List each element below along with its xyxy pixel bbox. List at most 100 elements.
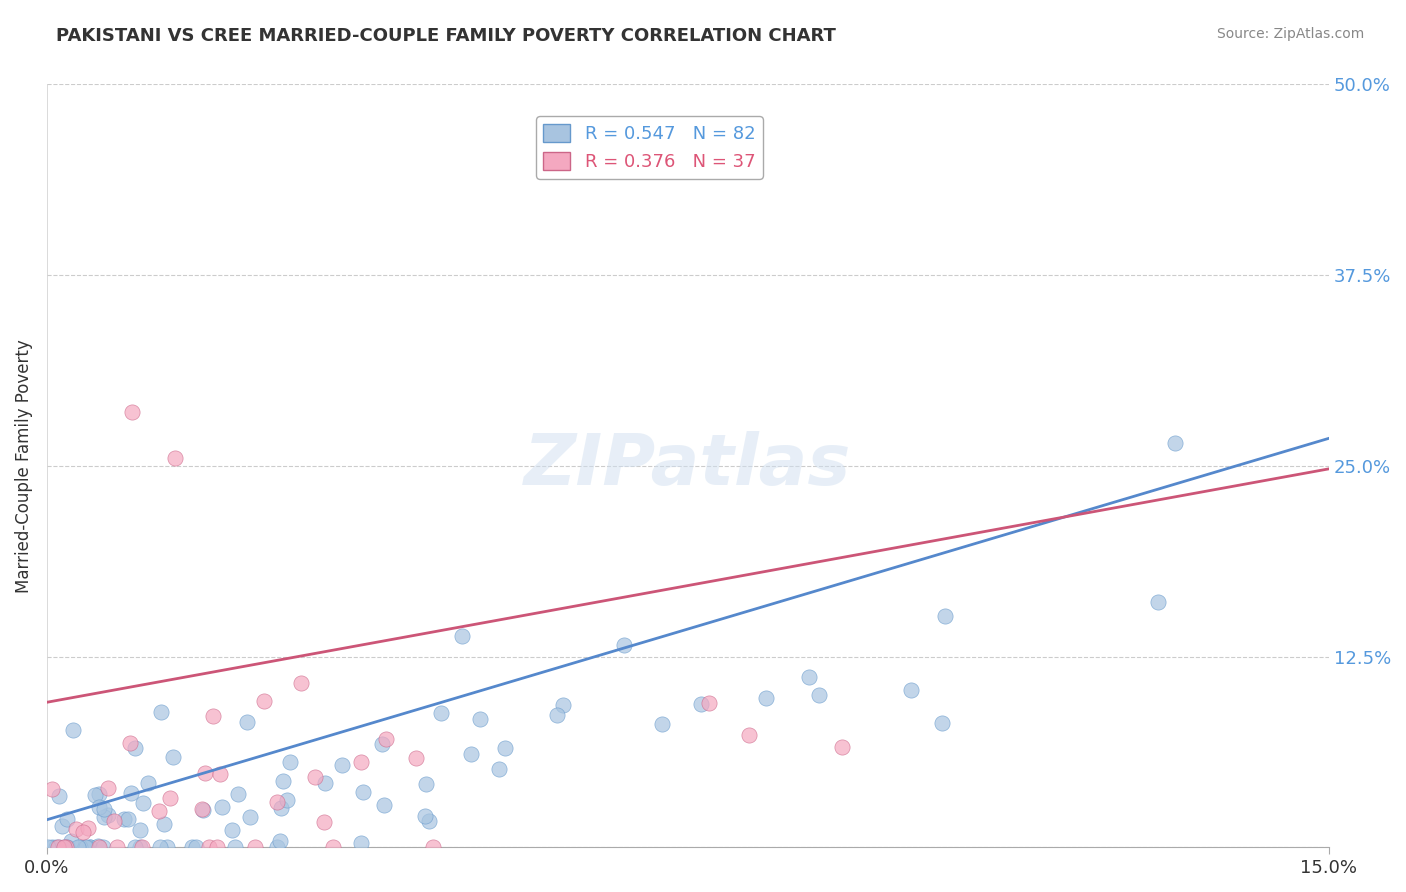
Pakistanis — [418, 814, 440, 828]
Cree — [46, 840, 69, 855]
Pakistanis — [117, 812, 139, 826]
Pakistanis — [75, 840, 97, 855]
Pakistanis — [689, 698, 711, 712]
Pakistanis — [62, 723, 84, 738]
Text: ZIPatlas: ZIPatlas — [524, 432, 852, 500]
Pakistanis — [149, 840, 172, 855]
Legend: R = 0.547   N = 82, R = 0.376   N = 37: R = 0.547 N = 82, R = 0.376 N = 37 — [536, 116, 762, 178]
Pakistanis — [120, 786, 142, 800]
Cree — [97, 781, 120, 796]
Cree — [165, 451, 187, 466]
Pakistanis — [55, 812, 77, 826]
Cree — [290, 675, 312, 690]
Cree — [374, 732, 396, 747]
Cree — [304, 770, 326, 784]
Cree — [53, 840, 76, 855]
Cree — [738, 728, 761, 742]
Cree — [253, 694, 276, 708]
Cree — [202, 709, 225, 723]
Pakistanis — [415, 777, 437, 791]
Cree — [120, 736, 142, 750]
Pakistanis — [87, 787, 110, 801]
Cree — [87, 840, 110, 855]
Pakistanis — [93, 802, 115, 816]
Pakistanis — [75, 840, 97, 855]
Pakistanis — [124, 741, 146, 756]
Pakistanis — [51, 820, 73, 834]
Pakistanis — [494, 740, 516, 755]
Pakistanis — [488, 762, 510, 776]
Cree — [312, 815, 335, 830]
Pakistanis — [45, 840, 67, 855]
Pakistanis — [59, 834, 82, 848]
Pakistanis — [332, 758, 354, 772]
Pakistanis — [266, 840, 288, 855]
Pakistanis — [224, 840, 246, 855]
Cree — [697, 696, 720, 710]
Pakistanis — [931, 715, 953, 730]
Pakistanis — [451, 629, 474, 643]
Cree — [121, 405, 143, 419]
Pakistanis — [162, 750, 184, 764]
Pakistanis — [156, 840, 179, 855]
Pakistanis — [1147, 595, 1170, 609]
Cree — [205, 840, 228, 855]
Pakistanis — [551, 698, 574, 712]
Pakistanis — [124, 840, 146, 855]
Cree — [194, 766, 217, 780]
Cree — [245, 840, 267, 855]
Pakistanis — [91, 840, 114, 855]
Cree — [105, 840, 128, 855]
Pakistanis — [226, 787, 249, 801]
Pakistanis — [373, 798, 395, 813]
Cree — [198, 840, 221, 855]
Pakistanis — [136, 776, 159, 790]
Pakistanis — [613, 638, 636, 652]
Pakistanis — [799, 670, 821, 684]
Pakistanis — [278, 756, 301, 770]
Pakistanis — [350, 836, 373, 850]
Text: Source: ZipAtlas.com: Source: ZipAtlas.com — [1216, 27, 1364, 41]
Cree — [191, 802, 214, 816]
Pakistanis — [97, 807, 120, 822]
Pakistanis — [93, 810, 115, 824]
Pakistanis — [269, 834, 291, 848]
Pakistanis — [184, 840, 207, 855]
Pakistanis — [180, 840, 202, 855]
Pakistanis — [270, 801, 292, 815]
Cree — [266, 795, 288, 809]
Pakistanis — [352, 785, 374, 799]
Pakistanis — [79, 840, 101, 855]
Pakistanis — [112, 812, 135, 826]
Pakistanis — [153, 817, 176, 831]
Pakistanis — [48, 789, 70, 804]
Pakistanis — [37, 840, 59, 855]
Pakistanis — [221, 822, 243, 837]
Pakistanis — [67, 840, 90, 855]
Pakistanis — [89, 799, 111, 814]
Pakistanis — [314, 776, 336, 790]
Pakistanis — [191, 803, 214, 817]
Pakistanis — [55, 840, 77, 855]
Cree — [103, 814, 125, 829]
Pakistanis — [370, 737, 392, 751]
Cree — [65, 822, 87, 837]
Pakistanis — [934, 609, 956, 624]
Pakistanis — [807, 688, 830, 702]
Pakistanis — [271, 773, 294, 788]
Pakistanis — [1164, 436, 1187, 450]
Cree — [131, 840, 153, 855]
Pakistanis — [468, 712, 491, 726]
Pakistanis — [211, 800, 233, 814]
Pakistanis — [48, 840, 70, 855]
Pakistanis — [128, 840, 150, 855]
Text: PAKISTANI VS CREE MARRIED-COUPLE FAMILY POVERTY CORRELATION CHART: PAKISTANI VS CREE MARRIED-COUPLE FAMILY … — [56, 27, 837, 45]
Pakistanis — [276, 793, 298, 807]
Pakistanis — [755, 691, 778, 706]
Cree — [422, 840, 444, 855]
Pakistanis — [41, 840, 63, 855]
Cree — [76, 821, 98, 835]
Cree — [322, 840, 344, 855]
Pakistanis — [149, 705, 172, 719]
Pakistanis — [460, 747, 482, 761]
